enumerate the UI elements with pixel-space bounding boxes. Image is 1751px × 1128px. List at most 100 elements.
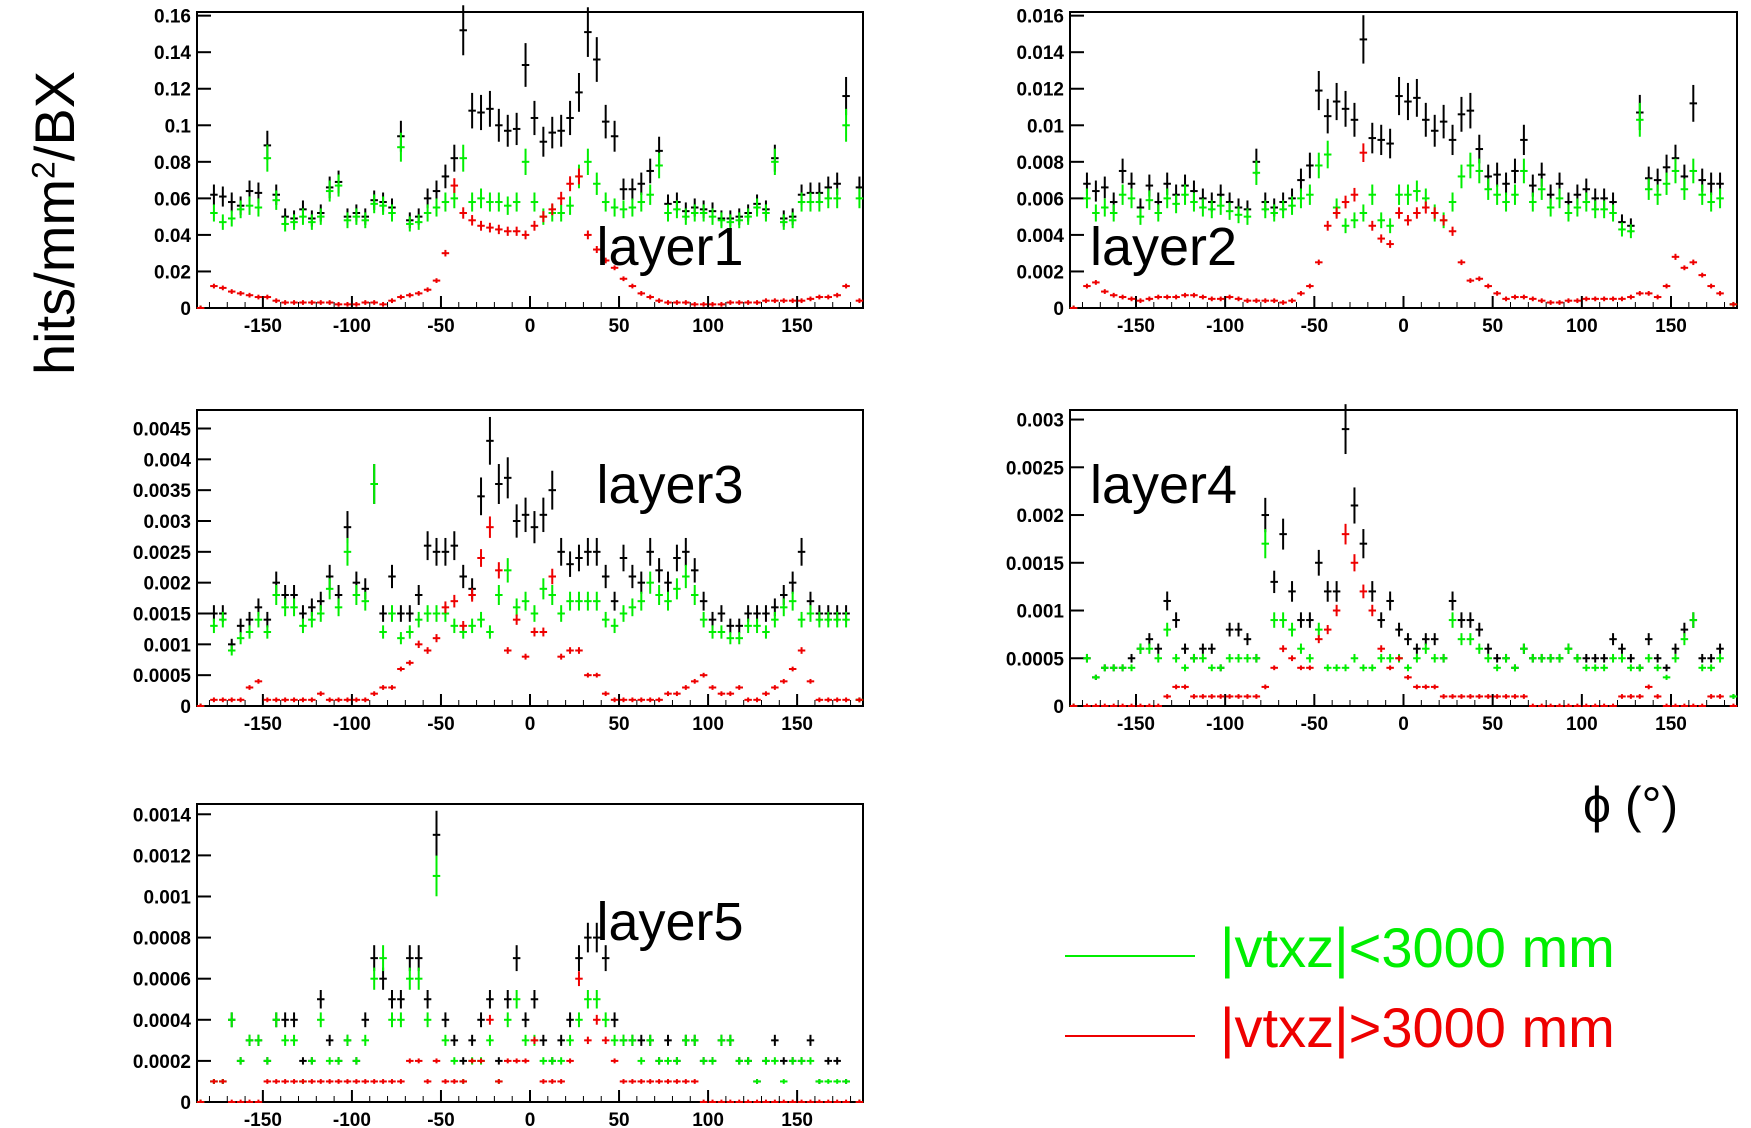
y-tick-label: 0.1 [165,116,192,137]
data-point [245,1099,254,1103]
data-point [290,300,298,305]
data-point [388,204,396,222]
y-tick-label: 0.004 [1016,226,1064,247]
data-point [1600,664,1608,672]
data-point [637,172,646,195]
y-tick-label: 0.0025 [133,543,192,564]
data-point [1439,653,1448,663]
data-point [1729,301,1738,307]
series-green [1069,102,1738,309]
data-point [1154,653,1163,663]
data-point [788,666,797,672]
data-point [1092,280,1100,285]
data-point [601,257,610,264]
data-point [1653,694,1662,699]
data-point [263,144,272,172]
data-point [557,605,565,622]
data-point [1493,653,1501,663]
data-point [317,691,325,697]
data-point [726,691,735,697]
data-point [227,1099,236,1103]
data-point [797,1099,806,1103]
data-point [539,1057,548,1065]
data-point [1555,188,1564,209]
data-point [1145,633,1154,646]
data-point [557,1034,565,1046]
data-point [450,531,459,561]
data-point [459,5,467,56]
data-point [254,678,263,684]
data-point [1083,188,1091,209]
data-point [1368,604,1377,617]
data-point [450,178,459,193]
data-point [1181,643,1189,654]
x-tick-label: -150 [1117,316,1155,337]
data-point [245,196,254,215]
series-red [196,971,864,1103]
data-point [441,249,450,257]
data-point [806,605,815,622]
data-point [397,1079,405,1084]
data-point [1644,684,1653,690]
data-point [1118,664,1127,672]
data-point [1332,604,1341,617]
data-point [1404,664,1412,672]
data-point [815,192,824,212]
data-point [1671,703,1680,707]
data-point [1573,198,1582,217]
x-tick-label: 0 [1398,316,1409,337]
data-point [762,1057,770,1065]
data-point [432,537,441,566]
data-point [343,537,352,566]
data-point [1190,653,1198,663]
data-point [753,1099,761,1103]
data-point [1627,224,1635,239]
data-point [196,1099,205,1103]
data-point [254,611,263,628]
data-point [1163,188,1171,209]
data-point [637,571,646,594]
data-point [1279,645,1287,653]
data-point [1662,664,1671,672]
data-point [1644,633,1653,646]
data-point [236,632,245,645]
data-point [744,1099,752,1103]
data-point [272,1079,280,1084]
data-point [1600,200,1608,219]
data-point [1323,140,1332,169]
data-point [219,186,227,207]
data-point [1118,703,1127,707]
data-point [1537,178,1546,200]
data-point [1225,294,1234,300]
data-point [1359,529,1368,559]
data-point [797,611,806,628]
data-point [1484,653,1492,663]
data-point [1413,653,1421,663]
data-point [1225,622,1234,637]
data-point [1252,160,1261,185]
data-point [1350,487,1359,524]
data-point [477,477,485,516]
data-point [566,176,574,192]
data-point [334,697,343,703]
data-point [441,164,450,189]
data-point [1395,622,1403,637]
data-point [815,697,824,703]
y-tick-label: 0 [1053,299,1064,320]
data-point [245,685,254,690]
y-tick-label: 0.04 [154,226,191,247]
data-point [459,564,467,589]
data-point [423,204,432,222]
data-point [1377,653,1385,663]
data-point [1448,591,1457,611]
data-point [1404,215,1412,226]
data-point [1404,184,1412,205]
data-point [370,194,378,214]
data-point [272,190,280,210]
data-point [504,1058,512,1064]
data-point [1199,294,1207,300]
data-point [1190,292,1198,298]
data-point [1591,664,1599,672]
data-point [619,544,628,572]
data-point [1127,188,1136,209]
